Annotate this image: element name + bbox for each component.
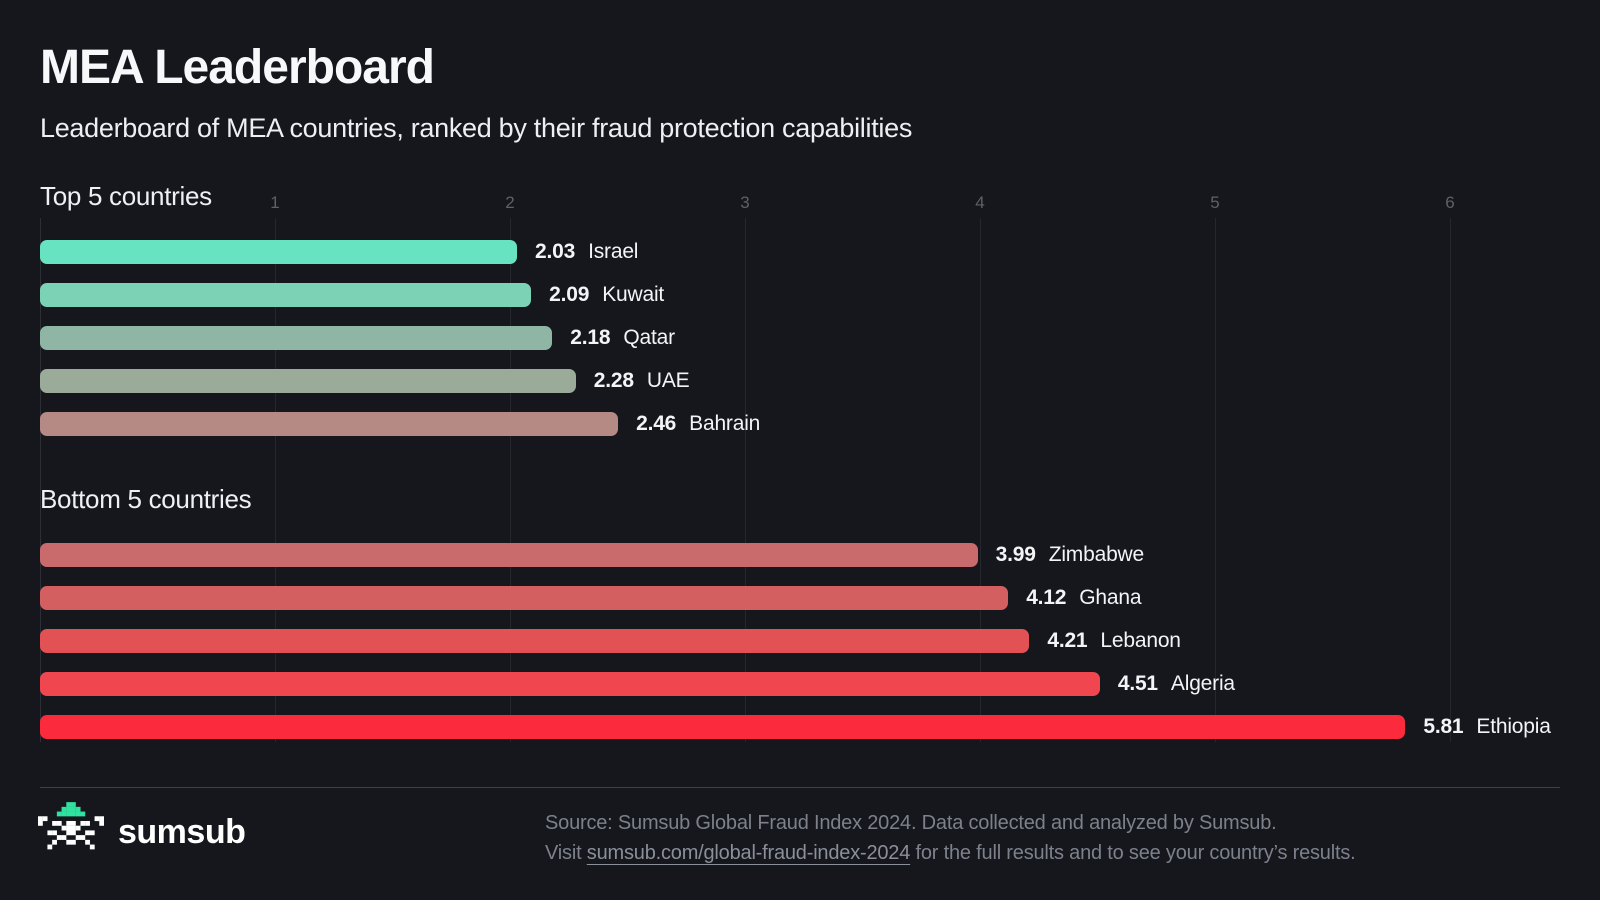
bar-country-label: Zimbabwe: [1048, 543, 1144, 566]
bar-row-uae: 2.28 UAE: [40, 369, 1600, 393]
bar-ghana: [40, 586, 1009, 610]
bar-value-label: 4.51: [1117, 672, 1158, 695]
bar-value-label: 3.99: [995, 543, 1036, 566]
bar-country-label: Qatar: [623, 326, 675, 349]
bar-country-label: Kuwait: [602, 283, 665, 306]
gridlines: [40, 218, 1560, 742]
fraud-index-link[interactable]: sumsub.com/global-fraud-index-2024: [586, 842, 911, 864]
bar-country-label: Ethiopia: [1476, 715, 1551, 738]
gridline: [1450, 218, 1451, 742]
bottom-section-label: Bottom 5 countries: [40, 484, 252, 514]
visit-suffix: for the full results and to see your cou…: [910, 842, 1356, 864]
bar-zimbabwe: [40, 543, 978, 567]
bar-country-label: Israel: [588, 240, 639, 263]
bar-row-ethiopia: 5.81 Ethiopia: [40, 715, 1600, 739]
bar-value-label: 2.46: [636, 412, 677, 435]
bar-israel: [40, 240, 518, 264]
visit-prefix: Visit: [545, 842, 587, 864]
bar-value-label: 2.09: [549, 283, 590, 306]
bar-row-zimbabwe: 3.99 Zimbabwe: [40, 543, 1600, 567]
gridline: [745, 218, 746, 742]
bar-value-label: 2.03: [535, 240, 576, 263]
bar-row-kuwait: 2.09 Kuwait: [40, 283, 1600, 307]
bar-country-label: Bahrain: [689, 412, 761, 435]
source-line-2: Visit sumsub.com/global-fraud-index-2024…: [545, 838, 1356, 868]
bar-lebanon: [40, 629, 1030, 653]
top-5-bars-group: 2.03 Israel 2.09 Kuwait 2.18 Qatar 2.28 UAE 2.46…: [40, 240, 1600, 436]
page-title: MEA Leaderboard: [40, 41, 435, 94]
bar-value-label: 2.28: [593, 369, 634, 392]
axis-zero-line: [40, 218, 41, 742]
axis-tick-label: 3: [740, 193, 750, 212]
bottom-5-bars-group: 3.99 Zimbabwe 4.12 Ghana 4.21 Lebanon 4.51 Alge…: [40, 543, 1600, 739]
sumsub-logo-icon: [38, 802, 104, 850]
axis-tick-label: 2: [505, 193, 515, 212]
source-line-1: Source: Sumsub Global Fraud Index 2024. …: [545, 812, 1277, 834]
bar-row-israel: 2.03 Israel: [40, 240, 1600, 264]
bar-ethiopia: [40, 715, 1406, 739]
bar-bahrain: [40, 412, 619, 436]
bar-country-label: UAE: [646, 369, 690, 392]
gridline: [510, 218, 511, 742]
axis-tick-label: 6: [1445, 193, 1455, 212]
bar-row-bahrain: 2.46 Bahrain: [40, 412, 1600, 436]
sumsub-wordmark: sumsub: [118, 812, 246, 851]
bar-country-label: Lebanon: [1100, 629, 1181, 652]
bar-country-label: Ghana: [1079, 586, 1142, 609]
sumsub-logo: sumsub: [38, 802, 246, 856]
gridline: [275, 218, 276, 742]
bar-value-label: 2.18: [570, 326, 611, 349]
axis-tick-label: 1: [270, 193, 280, 212]
bar-algeria: [40, 672, 1100, 696]
footer-divider: [40, 787, 1560, 788]
bar-qatar: [40, 326, 553, 350]
bar-row-qatar: 2.18 Qatar: [40, 326, 1600, 350]
top-section-label: Top 5 countries: [40, 181, 212, 211]
bar-row-lebanon: 4.21 Lebanon: [40, 629, 1600, 653]
value-axis-ticks: 1 2 3 4 5 6: [40, 193, 1560, 215]
bar-value-label: 5.81: [1423, 715, 1464, 738]
gridline: [980, 218, 981, 742]
footer-source-text: Source: Sumsub Global Fraud Index 2024. …: [545, 808, 1356, 868]
bar-row-ghana: 4.12 Ghana: [40, 586, 1600, 610]
bar-country-label: Algeria: [1170, 672, 1235, 695]
axis-tick-label: 4: [975, 193, 985, 212]
bar-row-algeria: 4.51 Algeria: [40, 672, 1600, 696]
gridline: [1215, 218, 1216, 742]
bar-uae: [40, 369, 576, 393]
page-subtitle: Leaderboard of MEA countries, ranked by …: [40, 113, 913, 143]
axis-tick-label: 5: [1210, 193, 1220, 212]
bar-kuwait: [40, 283, 532, 307]
bar-value-label: 4.12: [1026, 586, 1067, 609]
bar-value-label: 4.21: [1047, 629, 1088, 652]
